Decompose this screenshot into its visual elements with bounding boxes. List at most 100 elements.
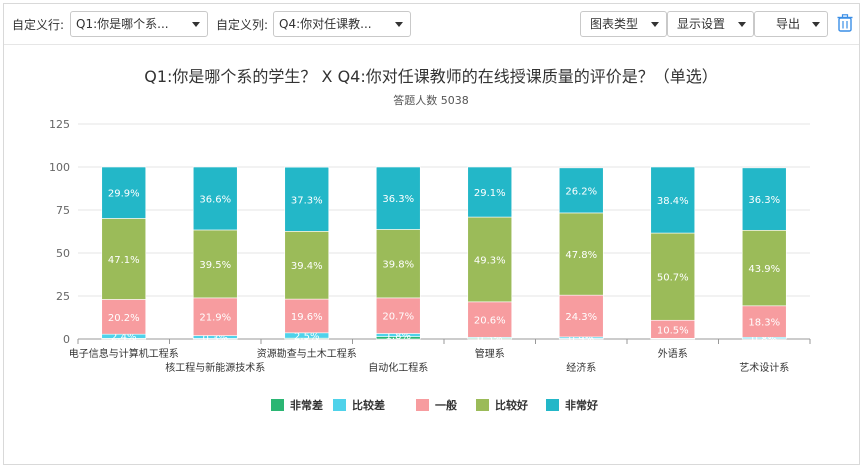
data-label: 21.9% — [199, 313, 231, 324]
legend-label: 一般 — [435, 398, 457, 412]
data-label: 29.9% — [108, 189, 140, 200]
legend-label: 非常差 — [290, 398, 323, 412]
data-label: 39.8% — [382, 260, 414, 271]
bar-segment — [192, 297, 238, 336]
data-label: 38.4% — [657, 196, 689, 207]
data-label: 29.1% — [474, 188, 506, 199]
bar-segment — [741, 167, 787, 231]
legend-swatch — [476, 399, 489, 411]
bar-segment — [375, 297, 421, 334]
data-label: 47.1% — [108, 255, 140, 266]
bar-segment — [558, 167, 604, 214]
export-label: 导出 — [776, 17, 801, 31]
data-label: 0.8% — [752, 334, 777, 345]
chart-panel: 自定义行: Q1:你是哪个系... 自定义列: Q4:你对任课教... 图表类型… — [3, 3, 860, 465]
chart-subtitle: 答题人数 5038 — [393, 93, 469, 107]
data-label: 0.5% — [477, 334, 502, 345]
data-label: 43.9% — [748, 264, 780, 275]
y-tick-label: 0 — [63, 333, 70, 346]
legend-swatch — [333, 399, 346, 411]
bar-segment — [650, 232, 696, 321]
bar-segment — [467, 301, 513, 338]
x-tick-label: 艺术设计系 — [739, 361, 789, 374]
bar-segment — [741, 305, 787, 338]
bar-segment — [467, 216, 513, 303]
data-label: 36.6% — [199, 194, 231, 205]
bar-segment — [101, 218, 147, 300]
data-label: 19.6% — [291, 312, 323, 323]
data-label: 47.8% — [565, 250, 597, 261]
x-tick-label: 资源勘查与土木工程系 — [257, 347, 357, 360]
chevron-down-icon — [651, 22, 659, 27]
data-label: 2.4% — [111, 332, 136, 343]
data-label: 36.3% — [748, 195, 780, 206]
bar-segment — [284, 298, 330, 334]
col-select-value: Q4:你对任课教... — [279, 17, 372, 31]
bar-segment — [192, 166, 238, 231]
data-label: 49.3% — [474, 255, 506, 266]
legend-label: 比较好 — [495, 398, 528, 412]
y-tick-label: 100 — [49, 161, 70, 174]
chevron-down-icon — [192, 22, 200, 27]
row-select-label: 自定义行: — [12, 18, 65, 32]
bar-segment — [284, 166, 330, 232]
chevron-down-icon — [738, 22, 746, 27]
display-settings-label: 显示设置 — [677, 17, 726, 31]
export-button[interactable]: 导出 — [754, 11, 828, 37]
y-tick-label: 125 — [49, 118, 70, 131]
data-label: 20.2% — [108, 313, 140, 324]
data-label: 1.8% — [386, 331, 411, 342]
y-tick-label: 25 — [56, 290, 70, 303]
bar-segment — [284, 231, 330, 300]
chart-type-button[interactable]: 图表类型 — [580, 11, 667, 37]
bar-segment — [101, 299, 147, 335]
chart-type-label: 图表类型 — [590, 17, 639, 31]
data-label: 24.3% — [565, 312, 597, 323]
bar-segment — [467, 166, 513, 218]
legend-label: 比较差 — [352, 398, 385, 412]
toolbar: 自定义行: Q1:你是哪个系... 自定义列: Q4:你对任课教... 图表类型… — [4, 4, 859, 45]
trash-icon[interactable] — [837, 14, 853, 32]
data-label: 10.5% — [657, 325, 689, 336]
x-tick-label: 自动化工程系 — [368, 361, 428, 374]
bar-segment — [192, 229, 238, 299]
x-tick-label: 外语系 — [658, 348, 688, 360]
data-label: 37.3% — [291, 195, 323, 206]
bar-segment — [375, 229, 421, 299]
x-tick-label: 核工程与新能源技术系 — [165, 361, 265, 374]
bar-segment — [375, 166, 421, 230]
data-label: 39.4% — [291, 261, 323, 272]
legend-label: 非常好 — [565, 398, 598, 412]
data-label: 0.3% — [203, 333, 228, 344]
bar-segment — [101, 166, 147, 219]
data-label: 20.7% — [382, 312, 414, 323]
data-label: 26.2% — [565, 186, 597, 197]
legend-swatch — [416, 399, 429, 411]
legend-swatch — [546, 399, 559, 411]
x-tick-label: 管理系 — [475, 347, 505, 360]
col-select-label: 自定义列: — [216, 18, 269, 32]
col-select[interactable]: Q4:你对任课教... — [273, 11, 411, 37]
data-label: 36.3% — [382, 194, 414, 205]
legend-swatch — [271, 399, 284, 411]
display-settings-button[interactable]: 显示设置 — [667, 11, 754, 37]
data-label: 18.3% — [748, 318, 780, 329]
y-tick-label: 50 — [56, 247, 70, 260]
data-label: 0.9% — [569, 334, 594, 345]
data-label: 20.6% — [474, 316, 506, 327]
chart-title: Q1:你是哪个系的学生？ X Q4:你对任课教师的在线授课质量的评价是？（单选） — [144, 67, 717, 86]
x-tick-label: 经济系 — [566, 361, 596, 374]
stacked-bar-chart: Q1:你是哪个系的学生？ X Q4:你对任课教师的在线授课质量的评价是？（单选）… — [49, 67, 811, 412]
row-select-value: Q1:你是哪个系... — [76, 17, 169, 31]
y-tick-label: 75 — [56, 204, 70, 217]
bar-segment — [558, 212, 604, 296]
data-label: 39.5% — [199, 260, 231, 271]
chevron-down-icon — [812, 22, 820, 27]
bar-segment — [741, 229, 787, 307]
row-select[interactable]: Q1:你是哪个系... — [70, 11, 208, 37]
x-tick-label: 电子信息与计算机工程系 — [69, 347, 179, 360]
data-label: 2.5% — [294, 331, 319, 342]
bar-segment — [650, 166, 696, 234]
data-label: 50.7% — [657, 273, 689, 284]
chevron-down-icon — [395, 22, 403, 27]
